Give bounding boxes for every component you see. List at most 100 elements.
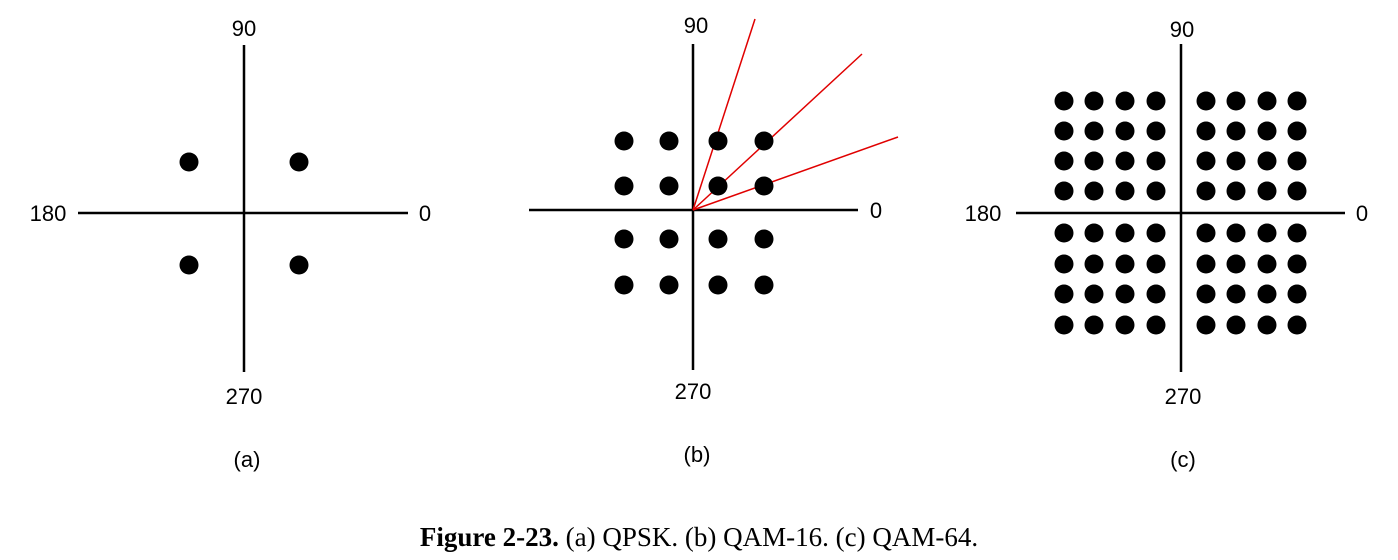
panel-c-point-r4-c2 [1084,181,1104,201]
panel-c-label-270: 270 [1165,384,1202,409]
panel-c-point-r2-c6 [1226,121,1246,141]
panel-c-point-r4-c7 [1257,181,1277,201]
panel-b-point-r2-c4 [754,176,774,196]
panel-c-point-r5-c6 [1226,223,1246,243]
panel-c-point-r5-c4 [1146,223,1166,243]
panel-b-point-r1-c3 [708,131,728,151]
panel-c-point-r1-c4 [1146,91,1166,111]
panel-a-point-r1-c2 [289,152,309,172]
panel-a-label-90: 90 [232,16,256,41]
panel-c-point-r7-c5 [1196,284,1216,304]
panel-a-caption: (a) [234,447,261,472]
panel-c-point-r4-c3 [1115,181,1135,201]
panel-c-point-r6-c4 [1146,254,1166,274]
panel-c-point-r6-c5 [1196,254,1216,274]
panel-c-constellation-points [1054,91,1307,335]
panel-c-point-r5-c8 [1287,223,1307,243]
panel-c-point-r2-c8 [1287,121,1307,141]
panel-b: 90 0 270 (b) [529,13,899,467]
panel-b-point-r2-c3 [708,176,728,196]
panel-b-constellation-points [614,131,774,295]
panel-b-point-r3-c2 [659,229,679,249]
panel-a-label-180: 180 [30,201,67,226]
panel-b-point-r4-c2 [659,275,679,295]
panel-b-point-r2-c1 [614,176,634,196]
panel-c-point-r6-c3 [1115,254,1135,274]
panel-c-point-r3-c5 [1196,151,1216,171]
panel-c-point-r8-c1 [1054,315,1074,335]
panel-b-point-r4-c1 [614,275,634,295]
panel-b-point-r1-c1 [614,131,634,151]
panel-c-point-r2-c1 [1054,121,1074,141]
panel-c-label-180: 180 [965,201,1002,226]
panel-a-point-r1-c1 [179,152,199,172]
panel-b-point-r1-c4 [754,131,774,151]
panel-c-point-r3-c6 [1226,151,1246,171]
modulation-constellation-figure: 90 180 0 270 (a) 90 0 270 (b) 90 180 0 2… [30,13,1368,472]
panel-c-point-r7-c8 [1287,284,1307,304]
panel-c-point-r5-c2 [1084,223,1104,243]
panel-c-point-r6-c1 [1054,254,1074,274]
panel-c-point-r1-c1 [1054,91,1074,111]
panel-c-point-r1-c8 [1287,91,1307,111]
panel-b-red-ray-1 [692,18,756,211]
panel-b-label-270: 270 [675,379,712,404]
panel-c-point-r4-c5 [1196,181,1216,201]
panel-c-point-r3-c7 [1257,151,1277,171]
panel-b-point-r1-c2 [659,131,679,151]
panel-c-point-r2-c5 [1196,121,1216,141]
panel-c-point-r5-c5 [1196,223,1216,243]
panel-c-label-90: 90 [1170,17,1194,42]
panel-c-point-r7-c6 [1226,284,1246,304]
panel-c-point-r6-c2 [1084,254,1104,274]
panel-c-point-r1-c5 [1196,91,1216,111]
panel-b-point-r4-c4 [754,275,774,295]
panel-c-point-r8-c7 [1257,315,1277,335]
panel-c-point-r2-c2 [1084,121,1104,141]
panel-a: 90 180 0 270 (a) [30,16,431,472]
panel-c-point-r1-c6 [1226,91,1246,111]
panel-c-point-r1-c3 [1115,91,1135,111]
figure-number: Figure 2-23. [419,522,559,552]
panel-c-point-r8-c5 [1196,315,1216,335]
panel-c-point-r7-c7 [1257,284,1277,304]
panel-c-point-r3-c4 [1146,151,1166,171]
panel-b-point-r3-c4 [754,229,774,249]
panel-c-point-r4-c8 [1287,181,1307,201]
panel-c-point-r1-c7 [1257,91,1277,111]
figure-caption: Figure 2-23. (a) QPSK. (b) QAM-16. (c) Q… [0,522,1398,553]
panel-c-point-r3-c2 [1084,151,1104,171]
panel-c-point-r6-c7 [1257,254,1277,274]
panel-c-point-r7-c1 [1054,284,1074,304]
panel-a-point-r2-c1 [179,255,199,275]
panel-c-point-r3-c8 [1287,151,1307,171]
panel-b-label-90: 90 [684,13,708,38]
panel-a-point-r2-c2 [289,255,309,275]
panel-c-point-r8-c6 [1226,315,1246,335]
panel-c-caption: (c) [1170,447,1196,472]
panel-c-point-r5-c1 [1054,223,1074,243]
panel-c-label-0: 0 [1356,201,1368,226]
panel-c-point-r3-c3 [1115,151,1135,171]
panel-b-caption: (b) [684,442,711,467]
panel-c: 90 180 0 270 (c) [965,17,1368,472]
panel-c-point-r8-c2 [1084,315,1104,335]
panel-c-point-r5-c3 [1115,223,1135,243]
panel-c-point-r2-c3 [1115,121,1135,141]
panel-b-point-r2-c2 [659,176,679,196]
panel-c-point-r1-c2 [1084,91,1104,111]
panel-c-point-r4-c1 [1054,181,1074,201]
figure-caption-text: (a) QPSK. (b) QAM-16. (c) QAM-64. [565,522,979,552]
panel-c-point-r8-c8 [1287,315,1307,335]
panel-a-label-0: 0 [419,201,431,226]
panel-c-point-r6-c8 [1287,254,1307,274]
panel-a-label-270: 270 [226,384,263,409]
panel-c-point-r7-c3 [1115,284,1135,304]
panel-b-red-ray-3 [692,136,899,211]
panel-c-point-r7-c2 [1084,284,1104,304]
panel-b-point-r3-c1 [614,229,634,249]
panel-a-constellation-points [179,152,309,275]
panel-c-point-r8-c4 [1146,315,1166,335]
panel-c-point-r8-c3 [1115,315,1135,335]
panel-c-point-r6-c6 [1226,254,1246,274]
